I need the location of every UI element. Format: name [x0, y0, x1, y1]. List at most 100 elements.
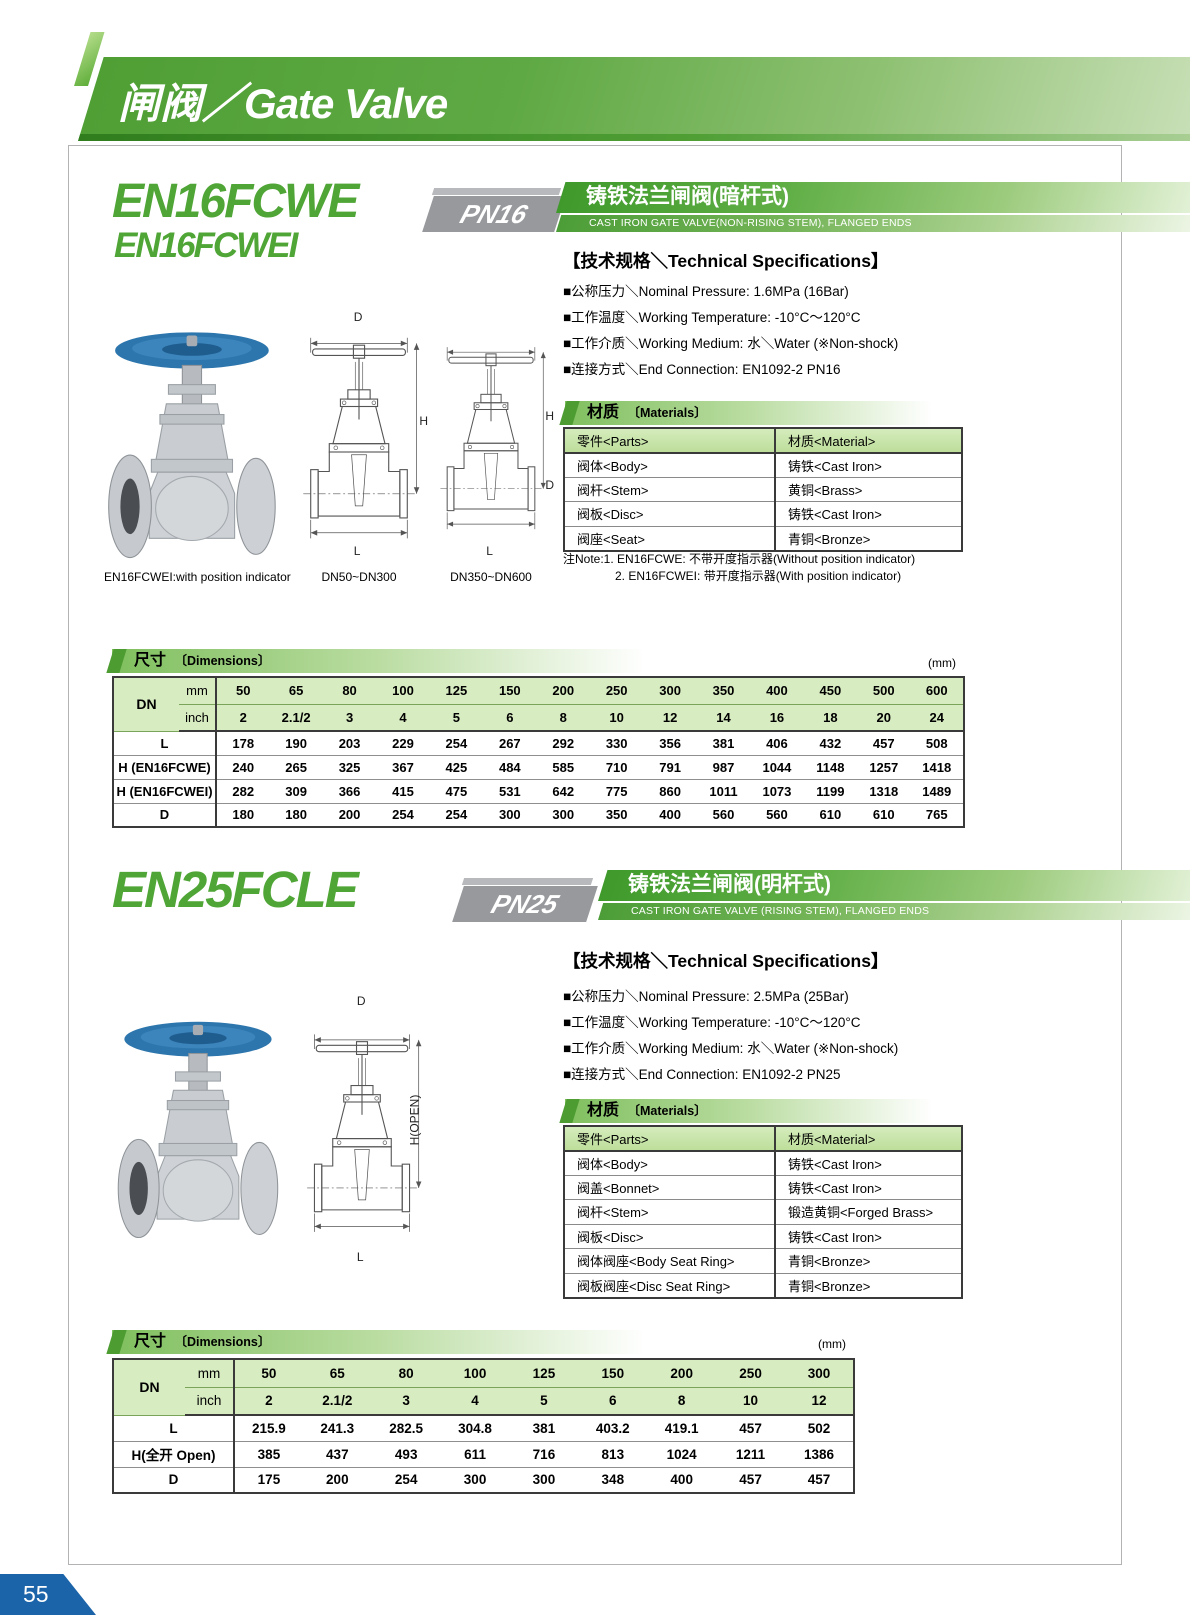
table-cell: 475	[429, 779, 484, 804]
unit-label-mm: (mm)	[928, 656, 956, 670]
table-cell: 24	[910, 704, 964, 732]
section2-materials-bar: 材质 〔Materials〕	[565, 1099, 965, 1123]
table-cell: 484	[483, 755, 537, 780]
table-cell: 8	[647, 1387, 717, 1416]
table-cell: 1044	[750, 755, 804, 780]
table-cell: 710	[589, 755, 644, 780]
section1-banner-title-zh: 铸铁法兰闸阀(暗杆式)	[586, 185, 789, 208]
spec-item: ■公称压力＼Nominal Pressure: 2.5MPa (25Bar)	[563, 989, 849, 1004]
dimensions-bar-suffix: 〔Dimensions〕	[174, 1335, 271, 1349]
row-label-cell: 阀杆<Stem>	[564, 1199, 776, 1225]
table-cell: 450	[803, 677, 858, 705]
inch-label: inch	[179, 704, 217, 732]
table-cell: 300	[498, 807, 521, 823]
table-cell: 254	[394, 1472, 418, 1488]
table-cell: 330	[589, 731, 644, 756]
materials-bar-zh: 材质	[587, 404, 620, 421]
section1-banner: 铸铁法兰闸阀(暗杆式) CAST IRON GATE VALVE(NON-RIS…	[556, 182, 1190, 232]
dim-header-mm-row: DN mm 50 65 80 100 125 150 200 250 300 350 400 450 5…	[113, 677, 964, 732]
pn-badge-top-strip	[461, 878, 594, 885]
section1-materials-table-wrap: 零件<Parts> 材质<Material> 阀体<Body> 铸铁<Cast I…	[563, 427, 963, 552]
table-cell: 282	[216, 779, 270, 804]
dim-label-L: L	[356, 1250, 364, 1264]
table-cell: 765	[925, 807, 948, 823]
table-cell: 青铜<Bronze>	[787, 531, 871, 547]
table-cell: 300	[552, 807, 575, 823]
table-cell: 1489	[910, 779, 964, 804]
table-cell: 415	[376, 779, 430, 804]
dim-label-D: D	[545, 478, 554, 493]
table-row: 阀座<Seat> 青铜<Bronze>	[564, 526, 962, 551]
table-cell: 325	[322, 755, 377, 780]
row-label-cell: L	[113, 1415, 235, 1442]
table-cell: 铸铁<Cast Iron>	[774, 1175, 962, 1200]
table-cell: 282.5	[371, 1415, 441, 1442]
page-number-tab: 55	[0, 1574, 96, 1615]
section2-dimensions-bar: 尺寸 〔Dimensions〕	[112, 1330, 692, 1354]
table-cell: 366	[322, 779, 377, 804]
table-cell: 150	[578, 1359, 648, 1388]
table-cell: 367	[376, 755, 430, 780]
table-row: D 180 180 200 254 254 300 300 350 400 560 560 610 610…	[113, 803, 964, 827]
table-cell: 1257	[857, 755, 911, 780]
page-title: 闸阀／Gate Valve	[118, 70, 448, 131]
table-cell: 2.1/2	[269, 704, 323, 732]
table-row: 阀杆<Stem> 锻造黄铜<Forged Brass>	[564, 1199, 962, 1225]
section2-spec-list: ■公称压力＼Nominal Pressure: 2.5MPa (25Bar) ■…	[563, 984, 1123, 1088]
table-row: 阀体阀座<Body Seat Ring> 青铜<Bronze>	[564, 1248, 962, 1274]
section2-materials-table-wrap: 零件<Parts> 材质<Material> 阀体<Body> 铸铁<Cast I…	[563, 1125, 963, 1299]
row-label-cell: 阀板<Disc>	[564, 501, 776, 527]
table-cell: 250	[716, 1359, 785, 1388]
table-cell: 80	[322, 677, 377, 705]
materials-header-parts: 零件<Parts>	[564, 428, 776, 454]
table-cell: 265	[269, 755, 323, 780]
table-cell: 6	[578, 1387, 648, 1416]
table-cell: 青铜<Bronze>	[774, 1248, 962, 1274]
valve-photo-en25	[108, 982, 290, 1264]
table-cell: 642	[536, 779, 590, 804]
dim-header-inch-row: inch 2 2.1/2 3 4 5 6 8 10 12	[113, 1387, 854, 1416]
spec-item: ■公称压力＼Nominal Pressure: 1.6MPa (16Bar)	[563, 284, 849, 299]
content-frame	[68, 145, 1122, 1565]
table-cell: 100	[376, 677, 430, 705]
table-cell: 500	[857, 677, 911, 705]
table-cell: 493	[371, 1441, 441, 1468]
table-cell: 381	[509, 1415, 579, 1442]
table-cell: 560	[766, 807, 788, 823]
mm-label: mm	[179, 677, 217, 705]
model-name-en25fcle: EN25FCLE	[112, 861, 359, 918]
table-row: 阀体<Body> 铸铁<Cast Iron>	[564, 452, 962, 478]
table-cell: 502	[785, 1415, 854, 1442]
table-cell: 180	[232, 807, 255, 823]
table-cell: 1011	[696, 779, 751, 804]
table-cell: 716	[509, 1441, 579, 1468]
table-cell: 铸铁<Cast Iron>	[774, 1150, 962, 1176]
table-cell: 2.1/2	[302, 1387, 372, 1416]
row-label-cell: D	[113, 1467, 235, 1493]
materials-header-material: 材质<Material>	[774, 428, 962, 454]
table-cell: 531	[483, 779, 537, 804]
table-cell: 178	[216, 731, 270, 756]
unit-label-mm: (mm)	[818, 1337, 846, 1351]
section1-dimensions-table: DN mm 50 65 80 100 125 150 200 250 300 350 400 450 5…	[112, 676, 965, 828]
table-cell: 200	[536, 677, 590, 705]
table-row: 阀板<Disc> 铸铁<Cast Iron>	[564, 501, 962, 527]
materials-header-parts: 零件<Parts>	[564, 1126, 776, 1152]
table-cell: 432	[803, 731, 858, 756]
section2-banner-title-zh: 铸铁法兰闸阀(明杆式)	[628, 873, 831, 896]
table-cell: 300	[643, 677, 697, 705]
table-cell: 400	[659, 807, 681, 823]
table-cell: 125	[509, 1359, 579, 1388]
table-cell: 1386	[785, 1441, 854, 1468]
table-cell: 50	[216, 677, 270, 705]
table-cell: 1318	[857, 779, 911, 804]
table-cell: 1073	[750, 779, 804, 804]
table-cell: 457	[857, 731, 911, 756]
table-row: 阀板<Disc> 铸铁<Cast Iron>	[564, 1224, 962, 1249]
table-cell: 254	[429, 731, 484, 756]
page-title-zh: 闸阀	[118, 80, 203, 127]
table-cell: 987	[696, 755, 751, 780]
table-cell: 65	[302, 1359, 372, 1388]
materials-bar-suffix: 〔Materials〕	[627, 406, 707, 420]
table-cell: 190	[269, 731, 323, 756]
